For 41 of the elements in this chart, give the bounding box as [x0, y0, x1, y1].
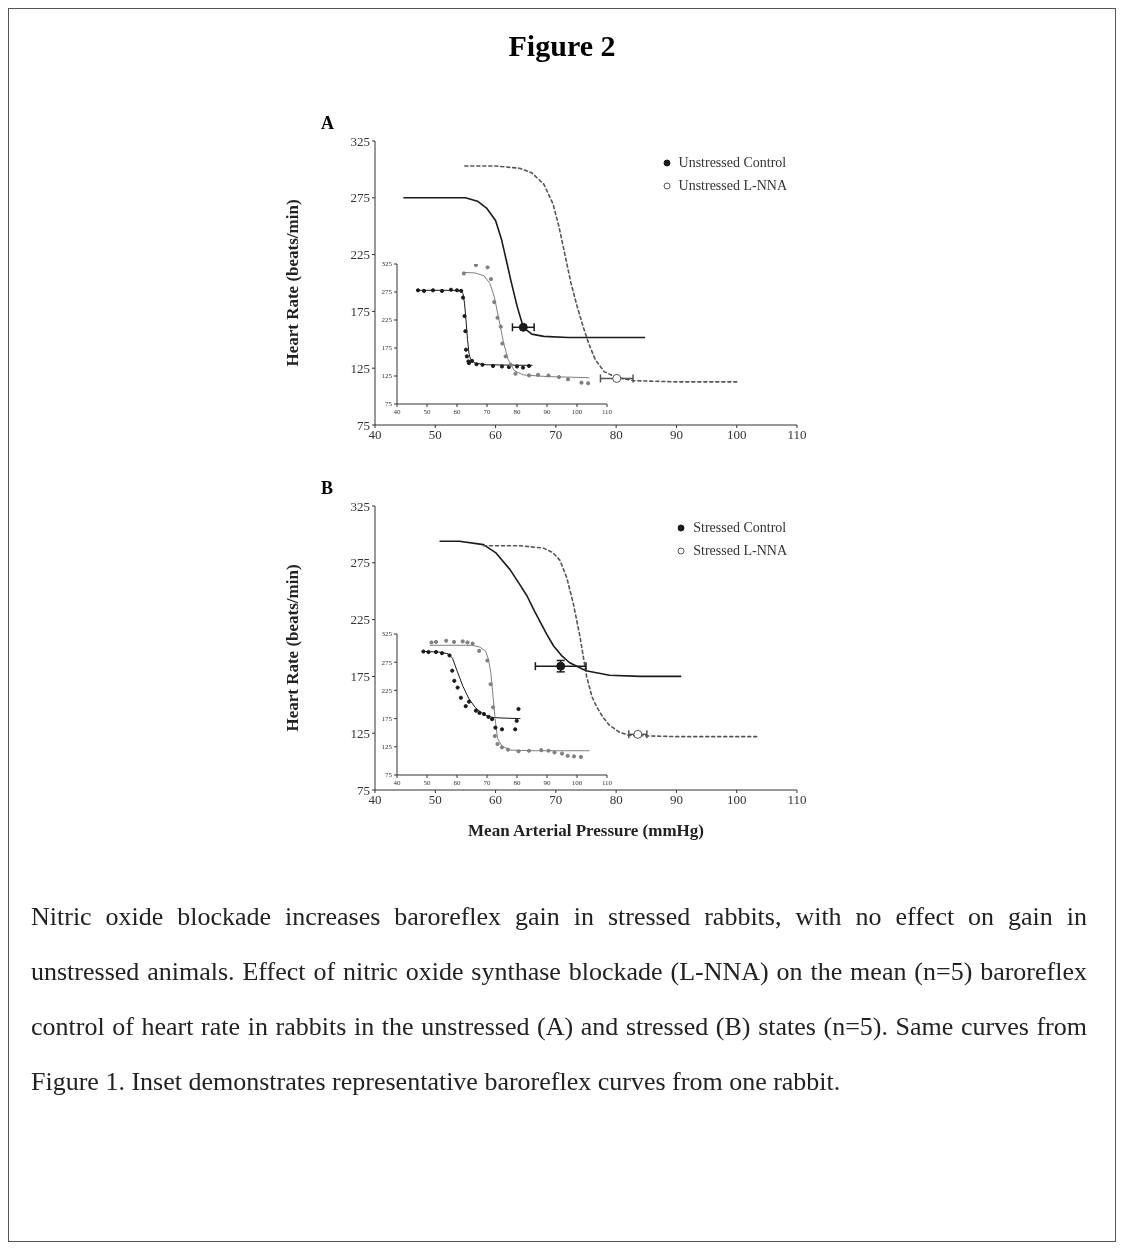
- x-tick-label: 70: [549, 792, 563, 808]
- x-tick-label: 100: [726, 792, 747, 808]
- y-tick-label: 175: [350, 304, 370, 320]
- x-tick-label: 110: [787, 427, 807, 443]
- legend-label: Stressed Control: [693, 519, 787, 536]
- chart-title: B: [321, 478, 334, 499]
- x-tick-label: 60: [489, 792, 503, 808]
- y-tick-label: 225: [350, 612, 370, 628]
- x-tick-label: 70: [549, 427, 563, 443]
- y-tick-label: 275: [350, 555, 370, 571]
- legend-label: Unstressed L-NNA: [678, 177, 787, 194]
- legend-label: Stressed L-NNA: [693, 542, 787, 559]
- text: Nitric oxide blockade increases baroreflex gain in stressed rabbits, with no effect on gain in unstressed animals. Effect of nitric oxide synthase blockade (L-NNA) on the mean (n=5) baroreflex control of heart rate in rabbits in the unstressed (A) and stressed (B) states (n=5). Same curves from Figure 1. Inset demonstrates representative baroreflex curves from one rabbit.: [31, 901, 1087, 1098]
- y-tick-label: 75: [357, 782, 370, 798]
- y-tick-label: 325: [350, 133, 370, 149]
- line-series: [417, 289, 533, 366]
- y-tick-label: 225: [350, 247, 370, 263]
- line-series: [403, 197, 646, 339]
- x-tick-label: 100: [726, 427, 747, 443]
- x-axis-title: Mean Arterial Pressure (mmHg): [467, 821, 705, 841]
- x-tick-label: 60: [489, 427, 503, 443]
- legend-label: Unstressed Control: [678, 154, 787, 171]
- chart-title: Figure 2: [507, 29, 617, 63]
- y-axis-title: Heart Rate (beats/min): [283, 564, 303, 732]
- line-series: [439, 540, 682, 678]
- y-tick-label: 125: [350, 360, 370, 376]
- x-tick-label: 110: [787, 792, 807, 808]
- x-tick-label: 80: [609, 427, 623, 443]
- x-tick-label: 50: [428, 427, 442, 443]
- x-tick-label: 90: [669, 792, 683, 808]
- y-tick-label: 175: [350, 669, 370, 685]
- y-axis-title: Heart Rate (beats/min): [283, 199, 303, 367]
- x-tick-label: 80: [609, 792, 623, 808]
- y-tick-label: 125: [350, 725, 370, 741]
- line-series: [464, 165, 738, 383]
- x-tick-label: 50: [428, 792, 442, 808]
- chart-subtitle: A: [321, 113, 334, 134]
- y-tick-label: 275: [350, 190, 370, 206]
- x-tick-label: 90: [669, 427, 683, 443]
- y-tick-label: 325: [350, 498, 370, 514]
- y-tick-label: 75: [357, 417, 370, 433]
